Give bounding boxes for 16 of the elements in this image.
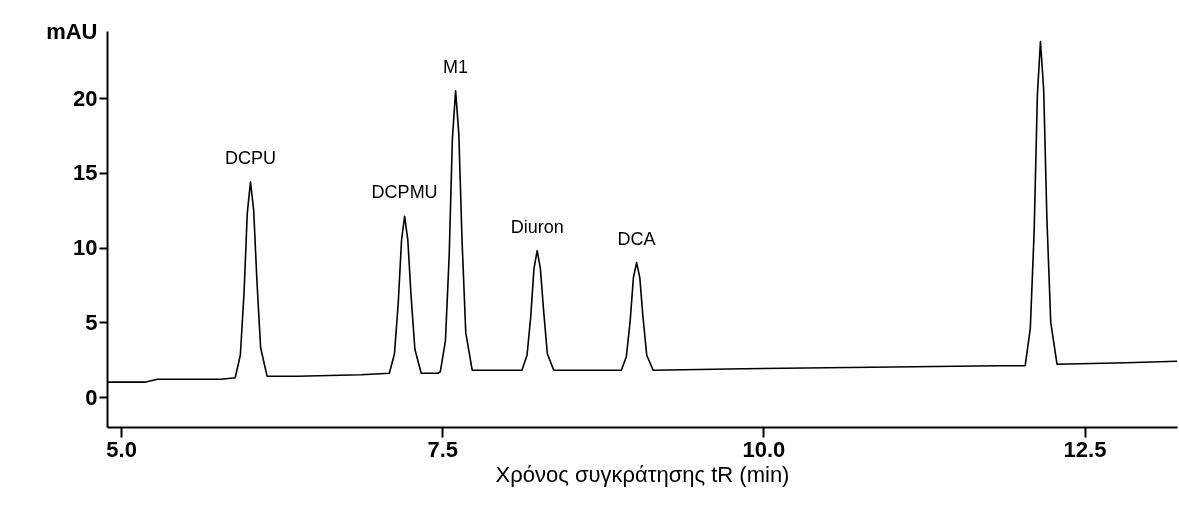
annotation: M1 — [443, 56, 469, 77]
x-tick-label: 7.5 — [427, 436, 459, 462]
y-tick-label: 5 — [85, 309, 98, 335]
annotation: DCPU — [224, 147, 276, 168]
y-tick-label: 0 — [85, 384, 98, 410]
annotation: DCPMU — [371, 182, 438, 203]
x-tick-label: 10.0 — [742, 436, 786, 462]
y-tick-label: 20 — [73, 85, 98, 111]
x-tick-label: 5.0 — [106, 436, 137, 462]
annotation: DCA — [617, 228, 656, 249]
y-tick-label: 15 — [73, 160, 98, 186]
x-tick-label: 12.5 — [1063, 436, 1107, 462]
annotation: Diuron — [510, 216, 564, 237]
y-axis-title: mAU — [46, 18, 98, 44]
x-axis-title: Χρόνος συγκράτησης tR (min) — [495, 461, 790, 487]
y-tick-label: 10 — [73, 235, 98, 261]
